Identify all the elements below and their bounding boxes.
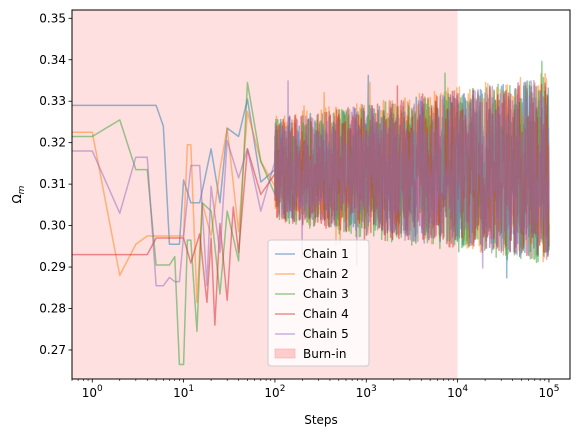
- x-tick-label: 100: [82, 384, 103, 400]
- legend-label-chain-2: Chain 2: [303, 267, 349, 281]
- y-tick-label: 0.32: [39, 136, 66, 150]
- x-axis-label: Steps: [304, 413, 338, 427]
- y-axis-label: Ωm: [10, 185, 27, 203]
- x-tick-label: 101: [173, 384, 194, 400]
- legend-label-chain-5: Chain 5: [303, 327, 349, 341]
- y-tick-label: 0.28: [39, 302, 66, 316]
- legend-swatch-burn-in: [274, 348, 296, 359]
- y-tick-label: 0.29: [39, 260, 66, 274]
- y-tick-label: 0.30: [39, 219, 66, 233]
- x-tick-label: 104: [447, 384, 468, 400]
- plot-frame: [71, 9, 571, 380]
- y-tick-label: 0.27: [39, 343, 66, 357]
- y-tick-label: 0.35: [39, 11, 66, 25]
- x-tick-label: 102: [264, 384, 285, 400]
- series-layer: [72, 60, 550, 366]
- y-tick-label: 0.34: [39, 53, 66, 67]
- y-axis: 0.27 0.28 0.29 0.30 0.31 0.32 0.33 0.34 0.35: [39, 11, 72, 357]
- y-tick-label: 0.31: [39, 177, 66, 191]
- x-axis: 100 101 102 103 104 105: [71, 379, 559, 400]
- x-tick-label: 103: [356, 384, 377, 400]
- legend-label-chain-3: Chain 3: [303, 287, 349, 301]
- legend: Chain 1 Chain 2 Chain 3 Chain 4 Chain 5 Burn-…: [267, 239, 370, 367]
- y-tick-label: 0.33: [39, 94, 66, 108]
- legend-label-chain-1: Chain 1: [303, 247, 349, 261]
- series-line-chain-5: [72, 79, 550, 287]
- legend-label-chain-4: Chain 4: [303, 307, 349, 321]
- x-tick-label: 105: [538, 384, 559, 400]
- legend-label-burn-in: Burn-in: [303, 347, 346, 361]
